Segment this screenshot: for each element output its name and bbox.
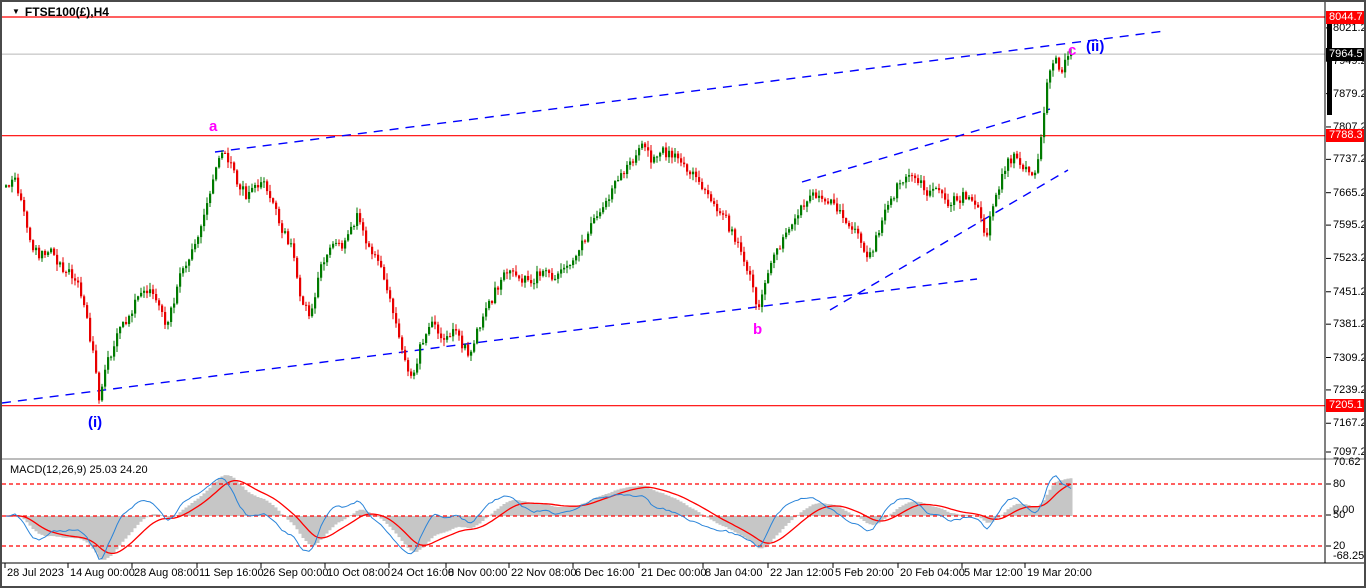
wave-annotation-i[interactable]: (i) xyxy=(88,414,103,431)
candles-group xyxy=(5,48,1073,404)
symbol-label-text: FTSE100(£),H4 xyxy=(24,5,109,19)
macd-axis-min-label: -68.25 xyxy=(1333,550,1365,562)
price-axis-tick-label[interactable]: 7523.2 xyxy=(1333,252,1366,265)
time-axis-label[interactable]: 24 Oct 16:00 xyxy=(391,567,454,579)
axis-tick-marks xyxy=(4,27,1331,568)
time-axis-label[interactable]: 28 Aug 08:00 xyxy=(134,567,199,579)
macd-level-label: 50 xyxy=(1333,509,1346,521)
trendlines-group xyxy=(2,30,1166,404)
trendline-3[interactable] xyxy=(801,108,1051,183)
macd-main-line xyxy=(5,475,1072,560)
price-axis-tick-label[interactable]: 7451.2 xyxy=(1333,285,1366,298)
time-axis-label[interactable]: 22 Jan 12:00 xyxy=(770,567,834,579)
time-axis-label[interactable]: 6 Dec 16:00 xyxy=(575,567,635,579)
macd-histogram xyxy=(7,475,1073,560)
price-axis-tick-label[interactable]: 7665.2 xyxy=(1333,186,1366,199)
price-axis-range-bar xyxy=(1327,22,1332,115)
trendline-1[interactable] xyxy=(214,30,1166,153)
price-axis-tick-label[interactable]: 7381.2 xyxy=(1333,318,1366,331)
macd-level-label: 20 xyxy=(1333,540,1346,552)
trendline-4[interactable] xyxy=(829,169,1069,311)
time-axis-label[interactable]: 20 Feb 04:00 xyxy=(900,567,965,579)
time-axis-label[interactable]: 28 Jul 2023 xyxy=(7,567,64,579)
price-axis-tick-label[interactable]: 7737.2 xyxy=(1333,153,1366,166)
hline-price-badge: 8044.7 xyxy=(1326,10,1364,24)
wave-annotation-a[interactable]: a xyxy=(209,118,218,135)
price-axis-tick-label[interactable]: 8021.2 xyxy=(1333,21,1366,34)
wave-annotation-b[interactable]: b xyxy=(753,321,763,338)
time-axis-label[interactable]: 19 Mar 20:00 xyxy=(1027,567,1092,579)
time-axis-label[interactable]: 5 Feb 20:00 xyxy=(835,567,894,579)
wave-annotation-c[interactable]: c xyxy=(1068,42,1077,59)
current-price-badge: 7964.5 xyxy=(1326,47,1364,61)
price-axis-tick-label[interactable]: 7239.2 xyxy=(1333,383,1366,396)
price-axis-tick-label[interactable]: 7167.2 xyxy=(1333,417,1366,430)
macd-indicator-label: MACD(12,26,9) 25.03 24.20 xyxy=(10,464,148,476)
pane-borders xyxy=(2,2,1364,564)
time-axis-label[interactable]: 26 Sep 00:00 xyxy=(263,567,329,579)
hline-price-badge: 7205.1 xyxy=(1326,399,1364,413)
time-axis-label[interactable]: 10 Oct 08:00 xyxy=(327,567,390,579)
price-horizontal-lines xyxy=(2,16,1325,407)
macd-main xyxy=(5,475,1072,560)
macd-signal-line xyxy=(6,479,1072,555)
macd-level-label: 80 xyxy=(1333,478,1346,490)
wave-annotation-ii[interactable]: (ii) xyxy=(1086,38,1105,55)
macd-lines xyxy=(6,479,1072,555)
time-axis-label[interactable]: 5 Mar 12:00 xyxy=(964,567,1023,579)
price-axis-tick-label[interactable]: 7879.2 xyxy=(1333,87,1366,100)
price-axis-tick-label[interactable]: 7097.2 xyxy=(1333,446,1366,458)
macd-level-label: 0.00 xyxy=(1333,504,1355,516)
price-axis-tick-label[interactable]: 7309.2 xyxy=(1333,351,1366,364)
time-axis-label[interactable]: 11 Sep 16:00 xyxy=(199,567,264,579)
trendline-2[interactable] xyxy=(2,278,978,404)
chevron-down-icon[interactable]: ▼ xyxy=(12,7,20,16)
macd-level-lines xyxy=(2,483,1325,547)
hline-price-badge: 7788.3 xyxy=(1326,129,1364,143)
symbol-timeframe-label: ▼ FTSE100(£),H4 xyxy=(12,5,109,19)
time-axis-label[interactable]: 22 Nov 08:00 xyxy=(511,567,577,579)
time-axis-label[interactable]: 8 Nov 00:00 xyxy=(448,567,508,579)
macd-axis-max-label: 70.62 xyxy=(1333,456,1361,468)
time-axis-label[interactable]: 8 Jan 04:00 xyxy=(705,567,763,579)
time-axis-label[interactable]: 14 Aug 00:00 xyxy=(70,567,135,579)
time-axis-label[interactable]: 21 Dec 00:00 xyxy=(641,567,707,579)
price-axis-tick-label[interactable]: 7595.2 xyxy=(1333,219,1366,232)
